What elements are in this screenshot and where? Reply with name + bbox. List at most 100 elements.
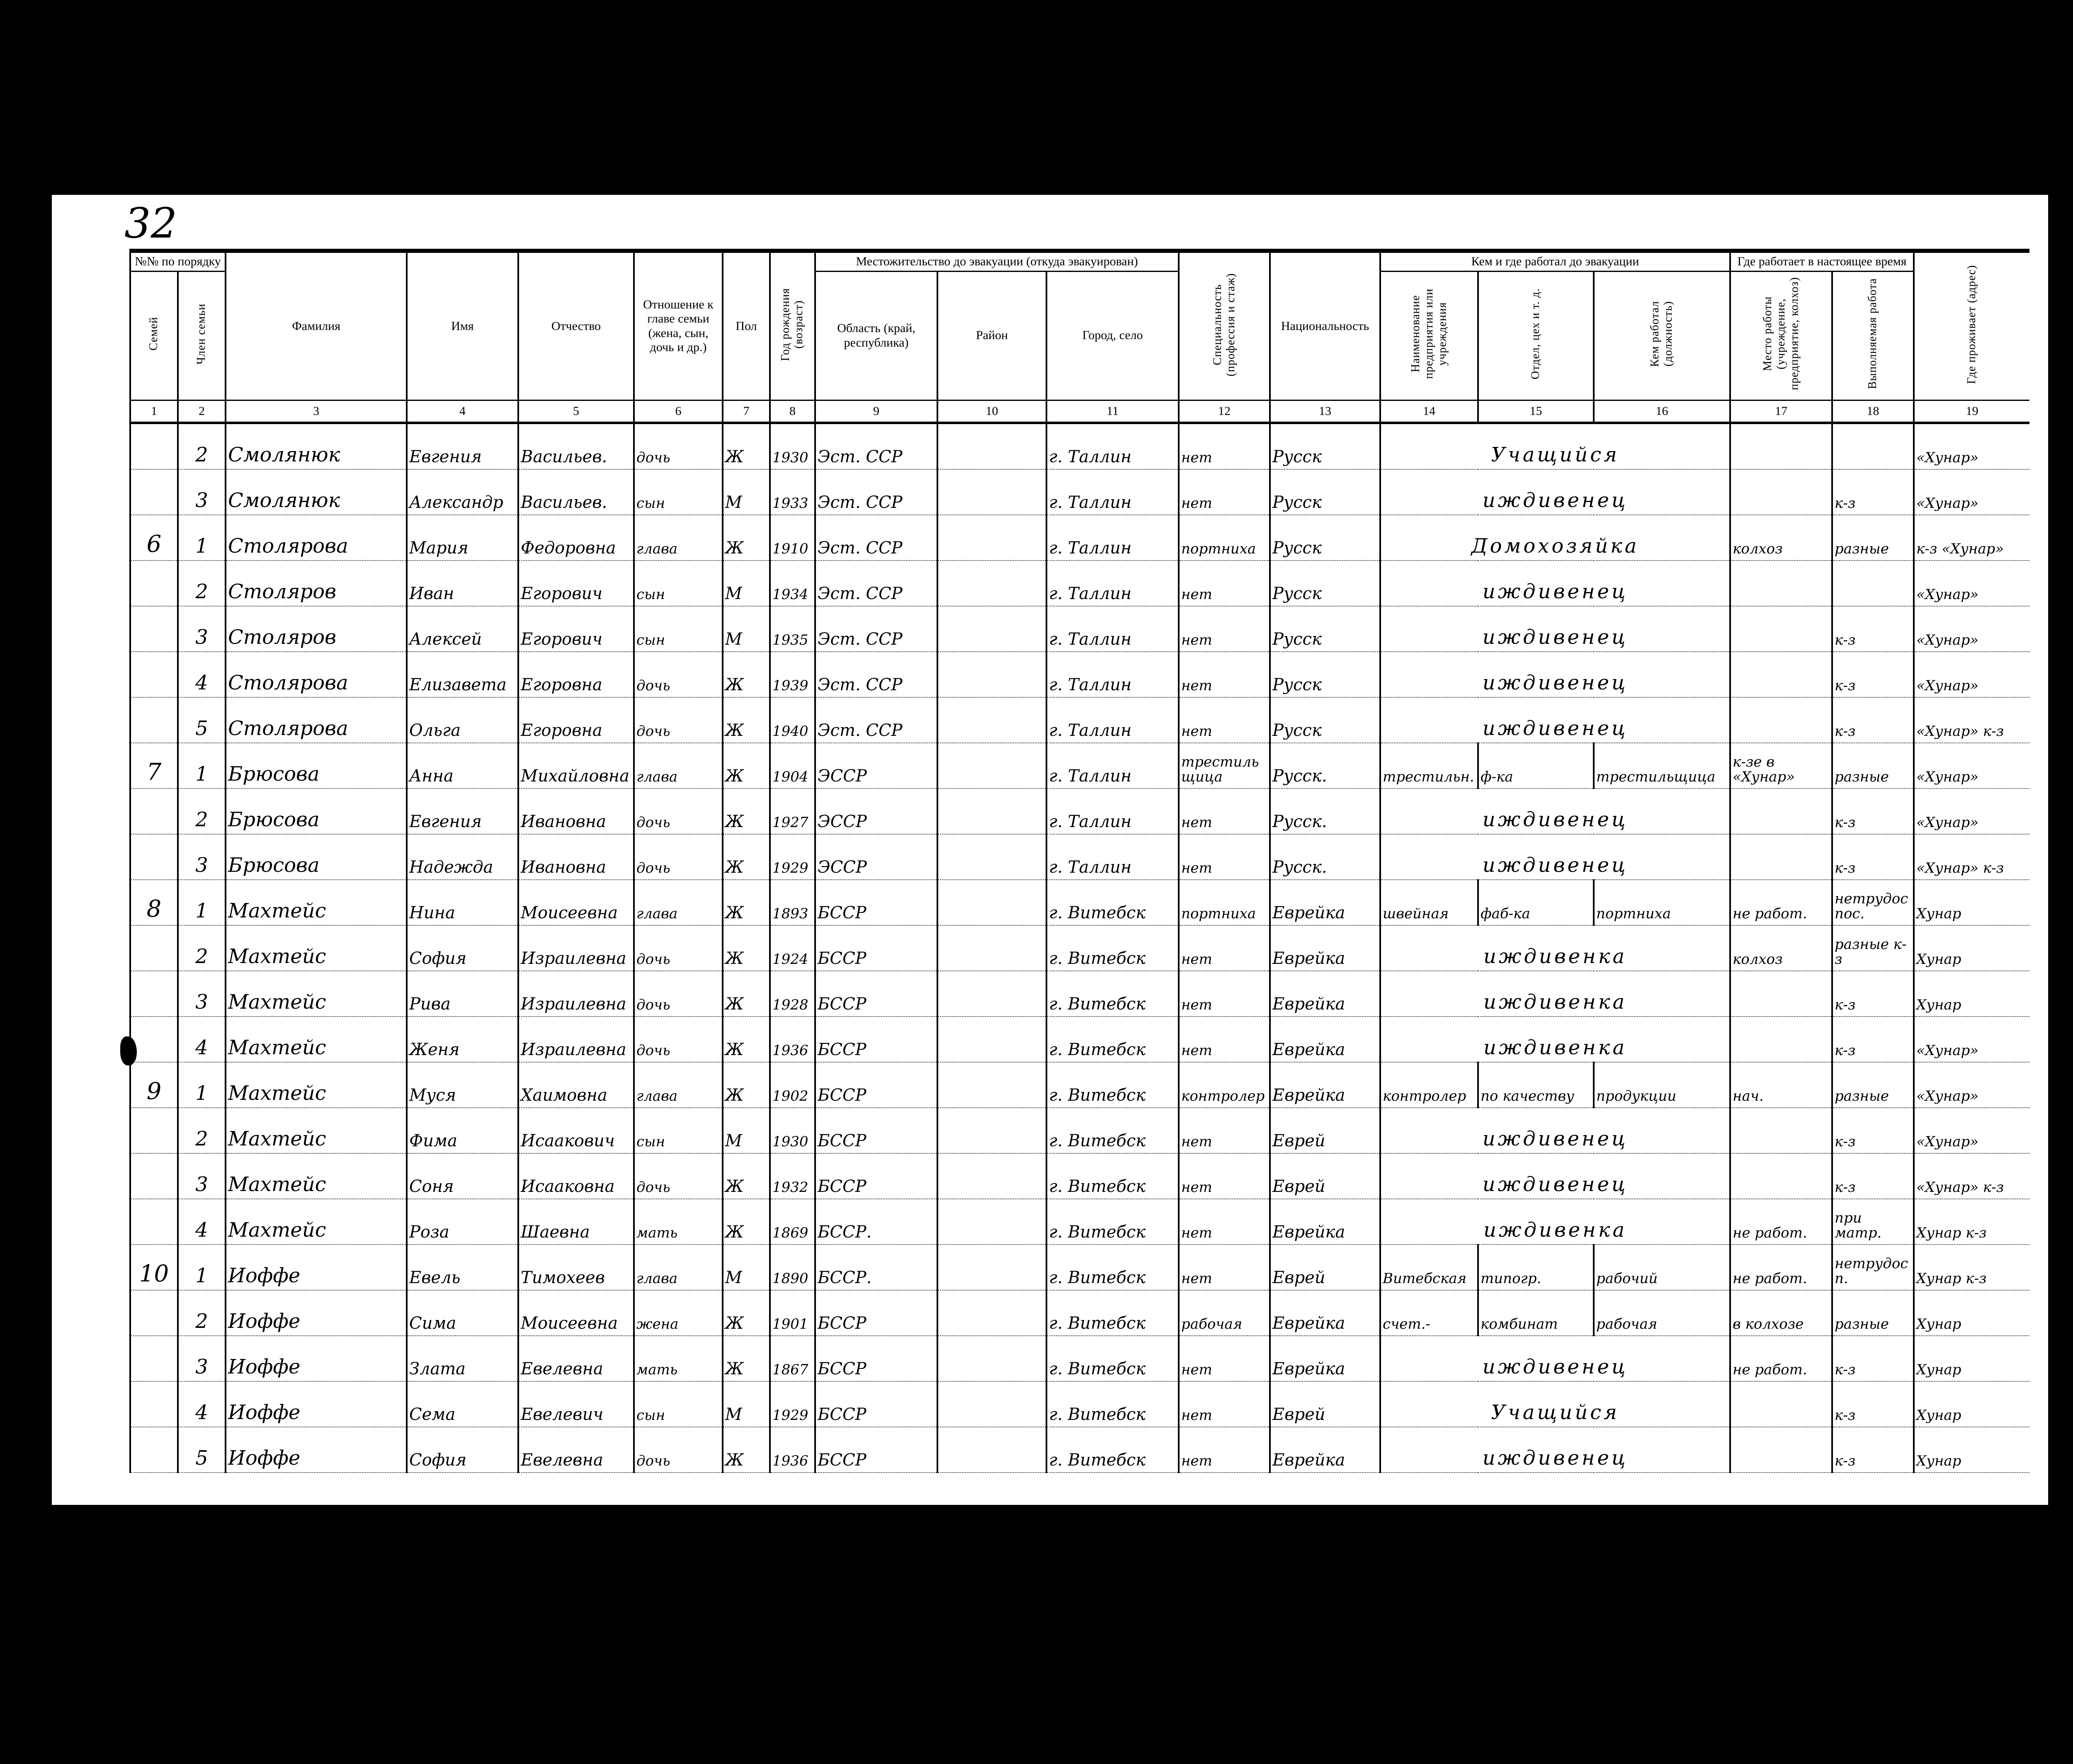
sex-cell: Ж [722, 1153, 770, 1199]
header-city: Город, село [1046, 271, 1179, 401]
relation-cell: дочь [633, 651, 723, 698]
birth-year-cell: 1910 [769, 514, 816, 561]
nationality-cell: Еврейка [1269, 1199, 1381, 1245]
first-name-cell: Муся [406, 1062, 519, 1108]
table-row: 4 Иоффе Сема Евелевич сын М 1929 БССР г. Витебск… [129, 1381, 2030, 1427]
work-before-cell: иждивенка [1379, 1199, 1731, 1245]
nationality-cell: Русск [1269, 606, 1381, 652]
birth-year-cell: 1936 [769, 1016, 816, 1063]
city-cell: г. Таллин [1046, 788, 1179, 835]
city-cell: г. Таллин [1046, 697, 1179, 743]
patronymic-cell: Тимохеев [517, 1244, 634, 1291]
relation-cell: дочь [633, 422, 723, 470]
header-nationality: Национальность [1269, 251, 1381, 401]
relation-cell: глава [633, 879, 723, 926]
region-cell: Эст. ССР [814, 560, 938, 607]
nationality-cell: Еврей [1269, 1381, 1381, 1427]
column-number: 13 [1269, 400, 1381, 424]
address-cell: Хунар к-з [1913, 1244, 2030, 1291]
first-name-cell: Мария [406, 514, 519, 561]
address-cell: Хунар [1913, 879, 2030, 926]
region-cell: Эст. ССР [814, 514, 938, 561]
sex-cell: Ж [722, 879, 770, 926]
region-cell: Эст. ССР [814, 422, 938, 470]
sex-cell: Ж [722, 697, 770, 743]
job-now-cell: к-з [1831, 1107, 1914, 1154]
address-cell: Хунар [1913, 1427, 2030, 1473]
column-number: 11 [1046, 400, 1179, 424]
header-residence-group: Местожительство до эвакуации (откуда эва… [814, 251, 1179, 272]
job-now-cell: к-з [1831, 651, 1914, 698]
city-cell: г. Таллин [1046, 834, 1179, 880]
family-number-cell: 10 [129, 1244, 178, 1291]
birth-year-cell: 1939 [769, 651, 816, 698]
workplace-now-cell: нач. [1729, 1062, 1833, 1108]
region-cell: БССР [814, 1290, 938, 1336]
city-cell: г. Витебск [1046, 971, 1179, 1017]
workplace-now-cell: колхоз [1729, 514, 1833, 561]
member-number-cell: 2 [177, 1290, 226, 1336]
specialty-cell: нет [1178, 606, 1270, 652]
district-cell [937, 1062, 1047, 1108]
district-cell [937, 1199, 1047, 1245]
member-number-cell: 5 [177, 1427, 226, 1473]
column-number: 14 [1379, 400, 1478, 424]
header-birth-year-label: Год рождения (возраст) [779, 288, 806, 361]
first-name-cell: Злата [406, 1335, 519, 1382]
table-row: 2 Махтейс Фима Исаакович сын М 1930 БССР г. Вите… [129, 1107, 2030, 1154]
header-patronymic: Отчество [517, 251, 634, 401]
column-number: 15 [1477, 400, 1594, 424]
sex-cell: Ж [722, 651, 770, 698]
member-number-cell: 3 [177, 1153, 226, 1199]
workplace-now-cell [1729, 606, 1833, 652]
surname-cell: Махтейс [225, 1062, 407, 1108]
work-before-cell: иждивенка [1379, 971, 1731, 1017]
region-cell: БССР [814, 971, 938, 1017]
district-cell [937, 1427, 1047, 1473]
column-number: 8 [769, 400, 816, 424]
specialty-cell: нет [1178, 1244, 1270, 1291]
district-cell [937, 834, 1047, 880]
job-now-cell [1831, 560, 1914, 607]
table-row: 4 Махтейс Роза Шаевна мать Ж 1869 БССР. г. Витеб… [129, 1199, 2030, 1245]
address-cell: «Хунар» к-з [1913, 1153, 2030, 1199]
district-cell [937, 606, 1047, 652]
job-now-cell: разные [1831, 514, 1914, 561]
header-work-now-group: Где работает в настоящее время [1729, 251, 1914, 272]
district-cell [937, 651, 1047, 698]
column-number: 6 [633, 400, 723, 424]
department-cell: типогр. [1477, 1244, 1594, 1291]
district-cell [937, 925, 1047, 971]
region-cell: БССР [814, 1335, 938, 1382]
header-address-label: Где проживает (адрес) [1965, 264, 1978, 384]
specialty-cell: портниха [1178, 879, 1270, 926]
work-before-cell: Учащийся [1379, 422, 1731, 470]
address-cell: Хунар [1913, 1290, 2030, 1336]
nationality-cell: Еврейка [1269, 971, 1381, 1017]
address-cell: Хунар [1913, 971, 2030, 1017]
address-cell: «Хунар» к-з [1913, 834, 2030, 880]
city-cell: г. Витебск [1046, 1335, 1179, 1382]
workplace-now-cell: не работ. [1729, 1199, 1833, 1245]
birth-year-cell: 1930 [769, 1107, 816, 1154]
family-number-cell [129, 788, 178, 835]
region-cell: БССР [814, 1016, 938, 1063]
job-now-cell [1831, 422, 1914, 470]
column-number: 12 [1178, 400, 1270, 424]
sex-cell: Ж [722, 1427, 770, 1473]
region-cell: БССР [814, 1427, 938, 1473]
birth-year-cell: 1901 [769, 1290, 816, 1336]
header-relation: Отношение к главе семьи (жена, сын, дочь… [633, 251, 723, 401]
table-row: 3 Иоффе Злата Евелевна мать Ж 1867 БССР г. Витеб… [129, 1335, 2030, 1382]
specialty-cell: контролер [1178, 1062, 1270, 1108]
patronymic-cell: Васильев. [517, 422, 634, 470]
sex-cell: Ж [722, 971, 770, 1017]
header-position-label: Кем работал (должность) [1648, 301, 1675, 367]
evacuee-register-table: №№ по порядку Фамилия Имя Отчество Отнош… [129, 249, 2030, 1473]
sex-cell: Ж [722, 1335, 770, 1382]
city-cell: г. Витебск [1046, 1427, 1179, 1473]
first-name-cell: Рива [406, 971, 519, 1017]
header-work-before-group: Кем и где работал до эвакуации [1379, 251, 1731, 272]
workplace-now-cell [1729, 469, 1833, 515]
address-cell: Хунар [1913, 1335, 2030, 1382]
